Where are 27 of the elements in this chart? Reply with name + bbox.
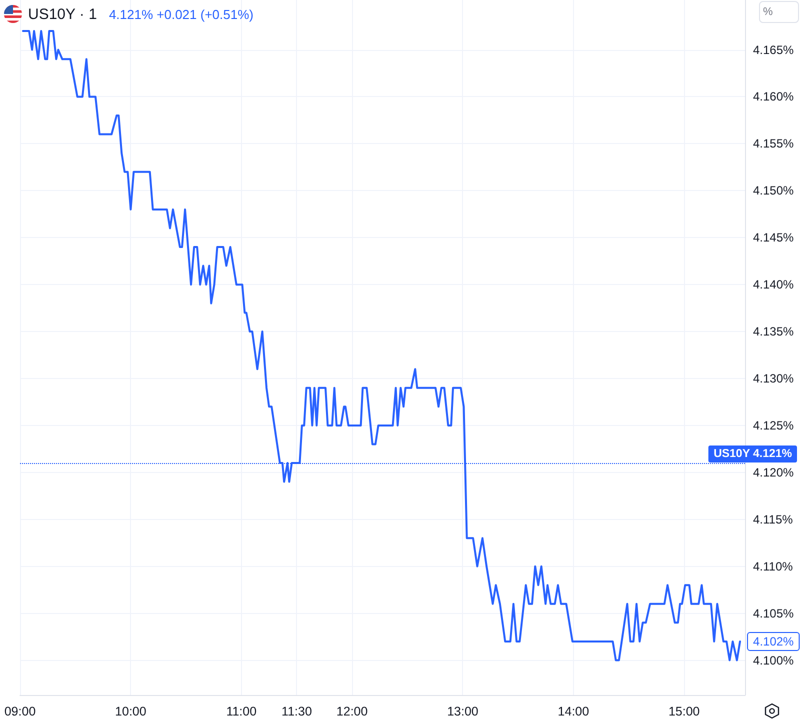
y-tick-label: 4.105%: [753, 606, 794, 620]
y-tick-label: 4.125%: [753, 418, 794, 432]
y-tick-label: 4.155%: [753, 136, 794, 151]
y-tick-label: 4.100%: [753, 653, 794, 668]
y-tick-label: 4.140%: [753, 278, 794, 292]
x-tick-label: 10:00: [115, 704, 146, 718]
x-tick-label: 09:00: [4, 704, 36, 718]
y-tick-label: 4.115%: [753, 512, 794, 526]
y-tick-label: 4.130%: [753, 371, 794, 386]
x-tick-label: 11:00: [226, 704, 257, 718]
annotation: 4.102%: [753, 634, 794, 648]
x-tick-label: 15:00: [668, 704, 700, 718]
y-tick-label: 4.165%: [753, 42, 794, 57]
text: %: [759, 1, 799, 23]
y-tick-label: 4.120%: [753, 465, 794, 480]
y-tick-label: 4.145%: [753, 230, 794, 245]
y-tick-label: 4.135%: [753, 324, 794, 339]
x-tick-label: 13:00: [447, 704, 478, 718]
text: 4.121% +0.021 (+0.51%): [108, 6, 254, 22]
y-tick-label: 4.150%: [753, 184, 794, 198]
x-tick-label: 14:00: [558, 704, 590, 718]
x-tick-label: 12:00: [336, 704, 368, 718]
ref-line-label: US10Y 4.121%: [714, 448, 792, 460]
y-tick-label: 4.160%: [753, 90, 794, 104]
x-tick-label: 11:30: [282, 704, 312, 718]
y-tick-label: 4.110%: [753, 559, 794, 574]
chart-title: US10Y · 1: [28, 6, 97, 22]
